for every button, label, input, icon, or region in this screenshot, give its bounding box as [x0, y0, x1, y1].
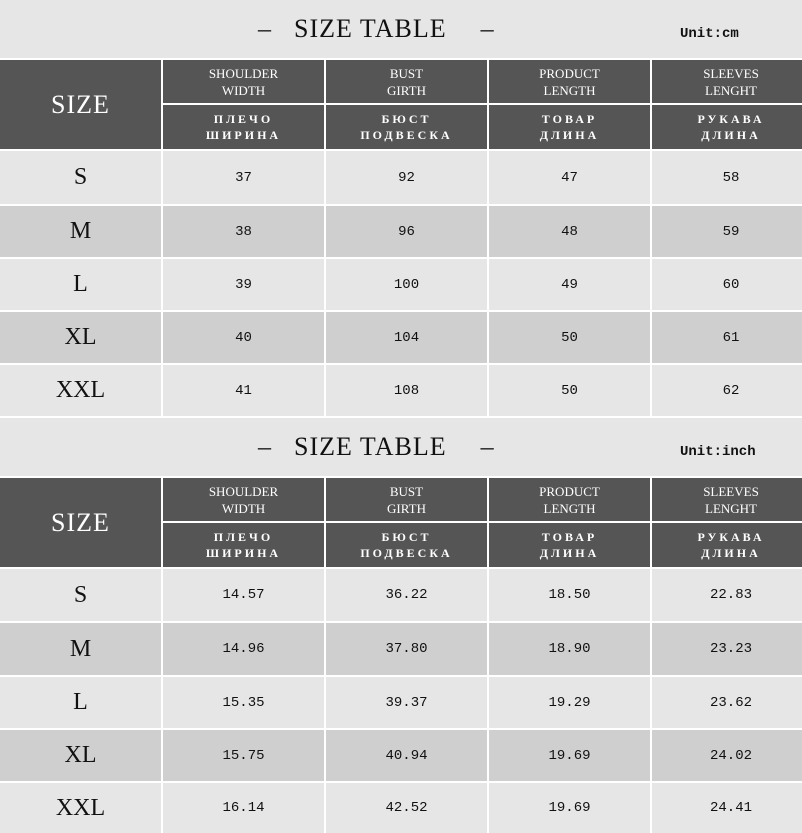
title-dash: –: [480, 14, 495, 43]
table-title: – SIZE TABLE –: [258, 14, 517, 44]
header-en: PRODUCT LENGTH: [489, 60, 650, 103]
header-ru: БЮСТ ПОДВЕСКА: [326, 105, 487, 149]
table-title-bar: – SIZE TABLE – Unit:inch: [0, 418, 802, 478]
table-cell: 19.69: [489, 783, 650, 833]
size-label: XXL: [0, 365, 161, 416]
size-label: XXL: [0, 783, 161, 833]
header-ru: ПЛЕЧО ШИРИНА: [163, 105, 324, 149]
header-en: BUST GIRTH: [326, 478, 487, 521]
table-cell: 15.75: [163, 730, 324, 781]
header-en: SLEEVES LENGHT: [652, 60, 802, 103]
table-cell: 14.57: [163, 569, 324, 621]
size-label: XL: [0, 730, 161, 781]
table-cell: 39.37: [326, 677, 487, 728]
header-size: SIZE: [0, 60, 161, 149]
header-en: SLEEVES LENGHT: [652, 478, 802, 521]
header-en: PRODUCT LENGTH: [489, 478, 650, 521]
title-dash: –: [258, 432, 272, 461]
table-cell: 50: [489, 312, 650, 363]
table-cell: 18.90: [489, 623, 650, 675]
header-ru: БЮСТ ПОДВЕСКА: [326, 523, 487, 567]
title-dash: –: [480, 432, 495, 461]
table-cell: 42.52: [326, 783, 487, 833]
table-cell: 108: [326, 365, 487, 416]
size-table-cm: – SIZE TABLE – Unit:cm SIZE SHOULDER WIDTH B…: [0, 0, 802, 416]
table-cell: 62: [652, 365, 802, 416]
table-cell: 48: [489, 206, 650, 257]
size-label: L: [0, 677, 161, 728]
table-cell: 19.69: [489, 730, 650, 781]
table-cell: 59: [652, 206, 802, 257]
header-ru: РУКАВА ДЛИНА: [652, 523, 802, 567]
table-grid: SIZE SHOULDER WIDTH BUST GIRTH PRODUCT LENG…: [0, 478, 802, 833]
table-cell: 60: [652, 259, 802, 310]
size-label: M: [0, 623, 161, 675]
title-text: SIZE TABLE: [294, 14, 447, 43]
table-cell: 100: [326, 259, 487, 310]
header-size: SIZE: [0, 478, 161, 567]
table-cell: 50: [489, 365, 650, 416]
title-text: SIZE TABLE: [294, 432, 447, 461]
table-cell: 14.96: [163, 623, 324, 675]
title-dash: –: [258, 14, 272, 43]
table-cell: 18.50: [489, 569, 650, 621]
unit-label: Unit:cm: [680, 26, 739, 42]
table-cell: 104: [326, 312, 487, 363]
table-cell: 38: [163, 206, 324, 257]
unit-label: Unit:inch: [680, 444, 756, 460]
table-cell: 23.23: [652, 623, 802, 675]
header-en: SHOULDER WIDTH: [163, 60, 324, 103]
size-table-inch: – SIZE TABLE – Unit:inch SIZE SHOULDER WIDT…: [0, 418, 802, 833]
table-cell: 37.80: [326, 623, 487, 675]
table-cell: 19.29: [489, 677, 650, 728]
header-en: BUST GIRTH: [326, 60, 487, 103]
table-grid: SIZE SHOULDER WIDTH BUST GIRTH PRODUCT LENG…: [0, 60, 802, 416]
header-ru: ПЛЕЧО ШИРИНА: [163, 523, 324, 567]
table-cell: 61: [652, 312, 802, 363]
table-cell: 49: [489, 259, 650, 310]
table-cell: 92: [326, 151, 487, 204]
table-cell: 41: [163, 365, 324, 416]
table-cell: 47: [489, 151, 650, 204]
table-cell: 36.22: [326, 569, 487, 621]
size-label: XL: [0, 312, 161, 363]
table-cell: 40: [163, 312, 324, 363]
size-label: S: [0, 151, 161, 204]
header-en: SHOULDER WIDTH: [163, 478, 324, 521]
table-cell: 40.94: [326, 730, 487, 781]
header-ru: РУКАВА ДЛИНА: [652, 105, 802, 149]
table-cell: 22.83: [652, 569, 802, 621]
table-cell: 58: [652, 151, 802, 204]
size-label: S: [0, 569, 161, 621]
table-cell: 23.62: [652, 677, 802, 728]
table-cell: 16.14: [163, 783, 324, 833]
table-cell: 15.35: [163, 677, 324, 728]
header-ru: ТОВАР ДЛИНА: [489, 105, 650, 149]
table-title: – SIZE TABLE –: [258, 432, 517, 462]
size-label: L: [0, 259, 161, 310]
header-ru: ТОВАР ДЛИНА: [489, 523, 650, 567]
size-label: M: [0, 206, 161, 257]
table-title-bar: – SIZE TABLE – Unit:cm: [0, 0, 802, 60]
table-cell: 96: [326, 206, 487, 257]
table-cell: 37: [163, 151, 324, 204]
table-cell: 24.41: [652, 783, 802, 833]
table-cell: 24.02: [652, 730, 802, 781]
table-cell: 39: [163, 259, 324, 310]
